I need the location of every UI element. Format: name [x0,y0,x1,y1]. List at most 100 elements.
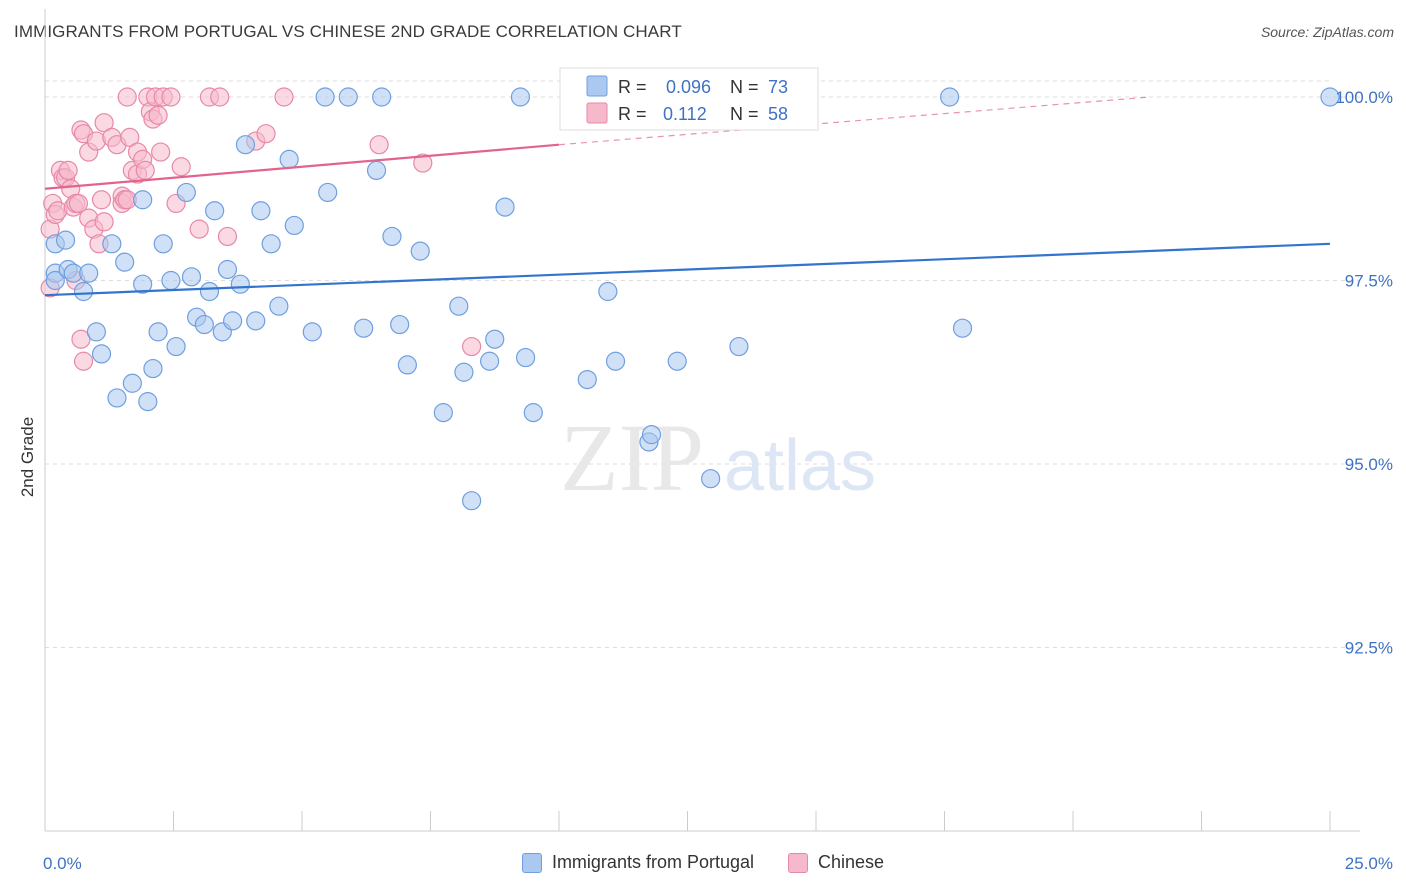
point-pink-58 [462,336,482,357]
point-blue-8 [86,322,107,342]
point-blue-61 [598,281,618,302]
point-blue-59 [523,403,543,423]
point-blue-7 [79,263,99,283]
watermark: ZIP atlas [560,404,876,511]
legend-item-portugal: Immigrants from Portugal [521,852,754,873]
legend-n-label-1: N = [730,77,759,97]
legend-label-portugal: Immigrants from Portugal [551,852,754,872]
y-tick-label-2: 97.5% [1345,272,1393,291]
point-blue-6 [73,281,94,302]
point-pink-8 [58,160,78,180]
point-blue-67 [729,336,749,357]
point-blue-58 [515,347,536,368]
point-blue-30 [223,311,243,331]
point-pink-52 [217,226,238,247]
source-credit: Source: ZipAtlas.com [1260,24,1394,40]
point-pink-51 [210,87,230,107]
point-blue-29 [217,259,238,280]
legend-r-label-2: R = [618,104,647,124]
point-blue-31 [230,274,250,294]
trend-lines [44,96,1331,297]
point-blue-9 [91,344,112,364]
series-chinese-points [40,87,482,371]
point-blue-56 [495,197,515,217]
trend-line-blue [44,242,1331,297]
point-blue-12 [115,252,135,272]
point-blue-21 [166,336,186,357]
point-blue-60 [577,369,597,390]
point-blue-3 [55,230,76,250]
point-blue-19 [153,234,173,254]
point-blue-44 [366,160,387,180]
tick-labels: 92.5% 95.0% 97.5% 100.0% 0.0% 25.0% [43,88,1393,873]
point-blue-34 [251,201,271,221]
point-pink-48 [171,157,191,177]
y-tick-label-0: 92.5% [1345,639,1393,658]
point-pink-55 [274,87,294,107]
point-blue-45 [372,87,392,107]
point-blue-70 [952,318,973,338]
legend-swatch-portugal [521,852,542,873]
point-blue-52 [454,362,474,382]
point-blue-62 [605,351,626,371]
point-blue-40 [315,87,335,107]
point-blue-37 [279,149,299,169]
legend-label-chinese: Chinese [818,852,885,872]
point-pink-46 [161,87,181,107]
grid-lines [45,80,1360,648]
legend-swatch-chinese [788,852,808,873]
legend-n-value-1: 73 [768,77,788,97]
point-blue-23 [181,267,202,287]
legend-swatch-pink [586,102,608,124]
point-blue-38 [284,215,304,236]
point-blue-48 [397,355,417,375]
y-tick-label-3: 100.0% [1335,88,1393,107]
point-blue-39 [302,322,322,342]
point-blue-43 [354,318,374,338]
point-blue-11 [107,388,127,408]
point-pink-15 [71,329,91,349]
legend-item-chinese: Chinese [788,852,884,873]
point-blue-69 [940,87,960,107]
point-blue-13 [122,373,142,393]
point-pink-17 [73,351,94,371]
x-tick-label-0: 0.0% [43,854,82,873]
point-blue-14 [133,190,153,210]
point-blue-27 [205,201,225,221]
point-blue-26 [199,281,220,302]
point-blue-22 [176,182,196,203]
legend-n-label-2: N = [730,104,759,124]
point-blue-51 [449,296,469,316]
point-blue-65 [667,351,687,371]
point-blue-10 [102,234,122,254]
axes [44,8,1360,832]
point-blue-55 [485,329,505,349]
point-pink-44 [151,142,171,162]
point-pink-43 [148,105,168,125]
chart-title: IMMIGRANTS FROM PORTUGAL VS CHINESE 2ND … [14,22,682,41]
point-blue-32 [235,135,256,155]
point-blue-35 [261,234,281,254]
point-blue-15 [133,274,153,294]
point-blue-1 [45,270,65,291]
point-blue-57 [510,87,531,107]
point-pink-49 [189,219,209,239]
legend-r-value-2: 0.112 [663,104,707,124]
point-blue-49 [410,241,430,261]
point-blue-42 [338,87,358,107]
watermark-atlas: atlas [724,426,876,506]
point-pink-57 [413,153,433,173]
point-blue-50 [433,403,453,423]
point-blue-47 [390,314,410,335]
point-blue-25 [194,314,214,335]
point-blue-18 [148,322,168,342]
y-tick-label-1: 95.0% [1345,455,1393,474]
point-pink-25 [94,212,114,232]
legend-swatch-blue [586,75,608,97]
point-blue-46 [382,226,402,247]
point-pink-23 [91,190,112,210]
y-axis-title: 2nd Grade [18,417,37,497]
legend-r-value-1: 0.096 [666,77,711,97]
stats-legend: R = 0.096 N = 73 R = 0.112 N = 58 [559,67,819,131]
